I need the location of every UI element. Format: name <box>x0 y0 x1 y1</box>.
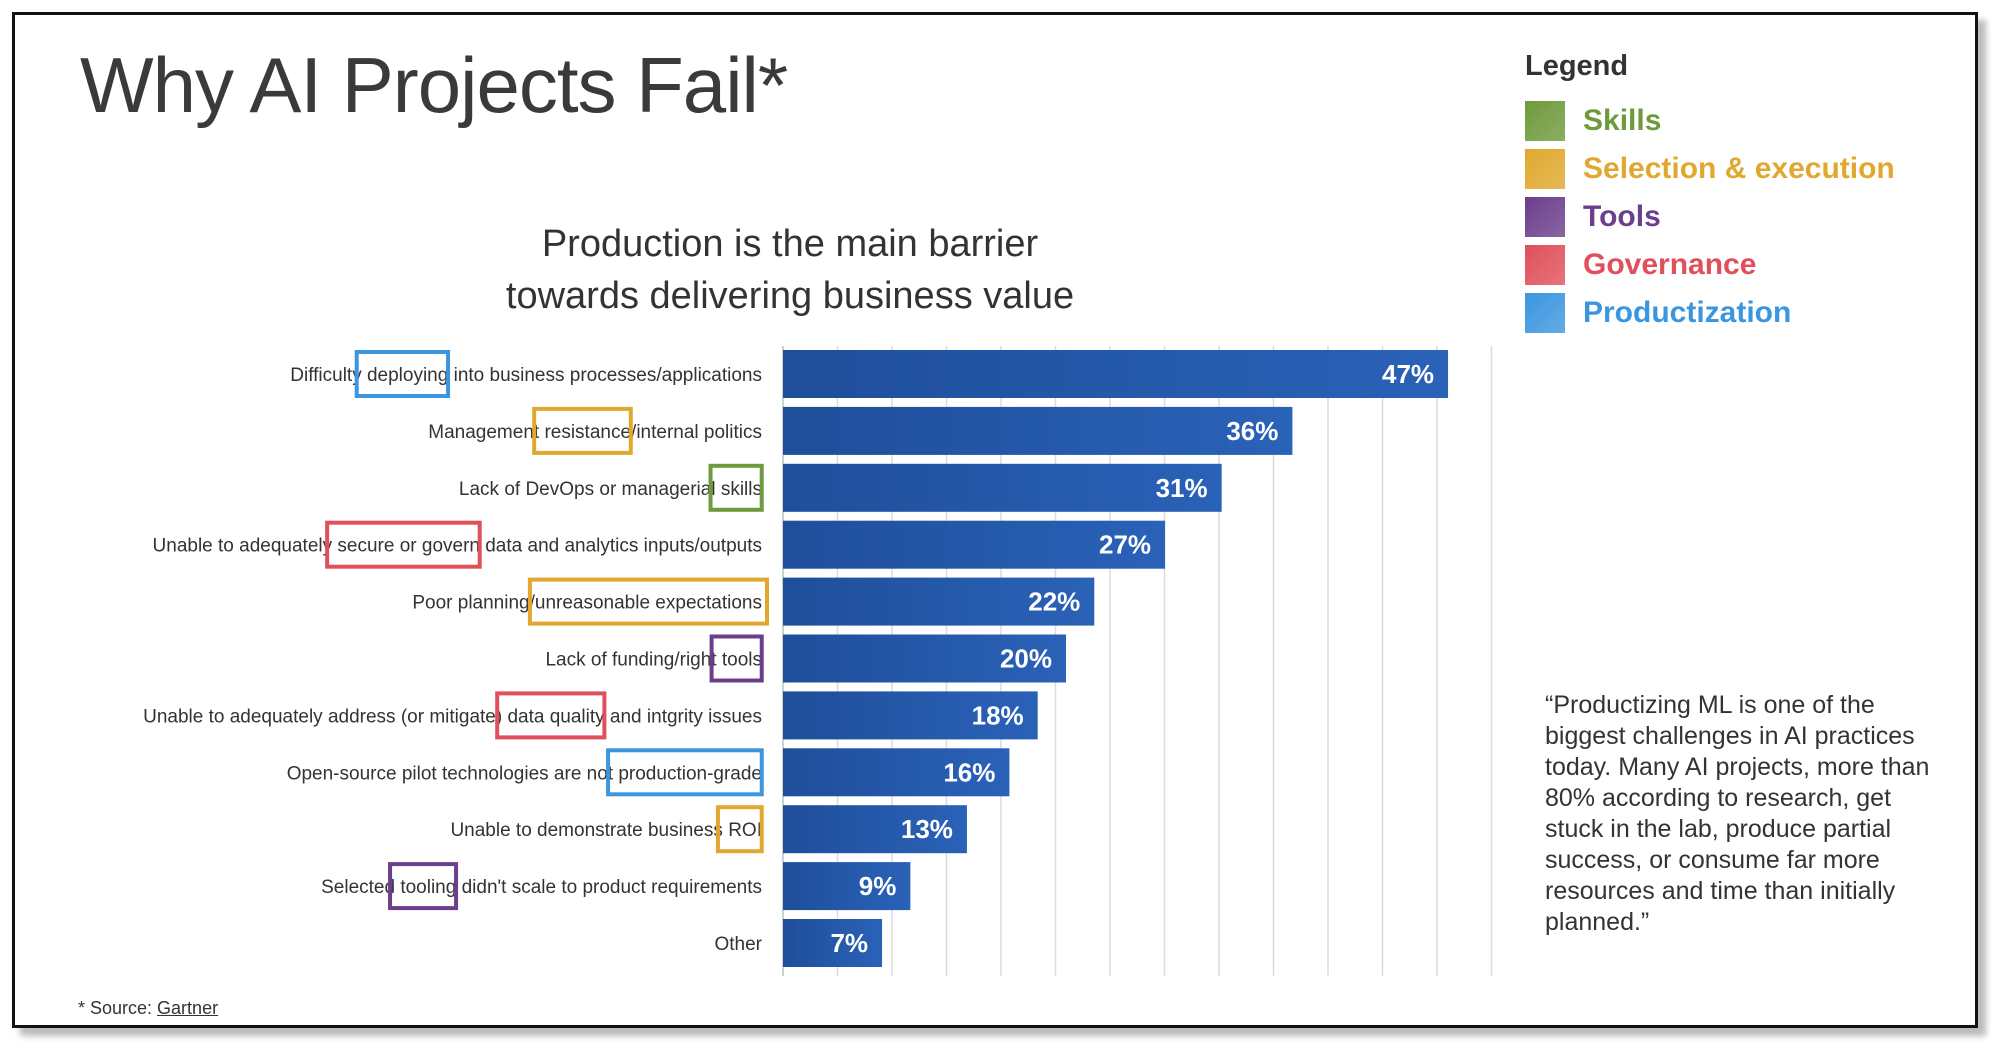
bar <box>783 805 967 854</box>
category-label: Unable to adequately secure or govern da… <box>153 536 762 557</box>
slide-frame <box>12 12 1978 1028</box>
legend-label-productization: Productization <box>1583 296 1792 329</box>
legend-label-tools: Tools <box>1583 200 1661 233</box>
source-note: * Source: Gartner <box>78 998 218 1019</box>
data-label: 16% <box>943 757 995 787</box>
bar <box>783 634 1066 683</box>
category-label: Difficulty deploying into business proce… <box>290 365 762 386</box>
legend-item-tools: Tools <box>1525 193 1895 241</box>
data-label: 18% <box>972 700 1024 730</box>
source-prefix: * Source: <box>78 998 158 1018</box>
chart-subtitle-line-1: Production is the main barrier <box>541 223 1039 265</box>
chart-subtitle-line-2: towards delivering business value <box>505 275 1075 317</box>
data-label: 31% <box>1156 473 1208 503</box>
data-label: 22% <box>1028 587 1080 617</box>
legend-item-productization: Productization <box>1525 289 1895 337</box>
bar <box>783 577 1095 626</box>
bar <box>783 463 1222 512</box>
source-link[interactable]: Gartner <box>157 998 219 1018</box>
category-label: Unable to adequately address (or mitigat… <box>143 706 762 727</box>
legend-title: Legend <box>1525 50 1629 82</box>
legend-label-selection: Selection & execution <box>1583 152 1895 185</box>
bar <box>783 919 883 967</box>
category-label: Unable to demonstrate business ROI <box>450 820 762 841</box>
bar <box>783 691 1038 740</box>
legend-swatch-productization <box>1525 293 1565 333</box>
category-label: Poor planning/unreasonable expectations <box>412 593 762 614</box>
category-label: Management resistance/internal politics <box>428 422 762 443</box>
highlight-box <box>527 577 769 626</box>
bar <box>783 406 1293 455</box>
data-label: 9% <box>859 871 897 901</box>
legend-label-skills: Skills <box>1583 104 1662 137</box>
legend-swatch-selection <box>1525 149 1565 189</box>
highlight-box <box>354 350 451 398</box>
data-label: 47% <box>1382 359 1434 389</box>
data-label: 7% <box>830 928 868 958</box>
legend-item-skills: Skills <box>1525 97 1895 145</box>
legend-item-governance: Governance <box>1525 241 1895 289</box>
category-label: Open-source pilot technologies are not p… <box>287 763 762 784</box>
category-label: Lack of funding/right tools <box>545 650 762 671</box>
highlight-box <box>532 406 633 455</box>
quote-text: “Productizing ML is one of the biggest c… <box>1545 691 1930 936</box>
category-label: Lack of DevOps or managerial skills <box>459 479 762 500</box>
bar <box>783 748 1010 797</box>
highlight-box <box>715 805 764 854</box>
data-label: 36% <box>1226 416 1278 446</box>
bar <box>783 862 911 911</box>
category-label: Other <box>714 934 762 955</box>
legend-label-governance: Governance <box>1583 248 1757 281</box>
highlight-box <box>606 748 764 797</box>
highlight-box <box>388 862 459 911</box>
category-label: Selected tooling didn't scale to product… <box>321 877 762 898</box>
data-label: 20% <box>1000 644 1052 674</box>
page-title: Why AI Projects Fail* <box>80 41 788 129</box>
highlight-box <box>495 691 607 740</box>
legend-swatch-governance <box>1525 245 1565 285</box>
chart-subtitle: Production is the main barrier towards d… <box>440 218 1140 322</box>
data-label: 13% <box>901 814 953 844</box>
bar <box>783 520 1166 569</box>
legend-item-selection: Selection & execution <box>1525 145 1895 193</box>
bar <box>783 350 1449 398</box>
highlight-box <box>325 520 482 569</box>
data-label: 27% <box>1099 530 1151 560</box>
highlight-box <box>709 634 764 683</box>
legend-swatch-skills <box>1525 101 1565 141</box>
highlight-box <box>708 463 764 512</box>
legend-swatch-tools <box>1525 197 1565 237</box>
legend: Legend Skills Selection & execution Tool… <box>1525 50 1895 337</box>
